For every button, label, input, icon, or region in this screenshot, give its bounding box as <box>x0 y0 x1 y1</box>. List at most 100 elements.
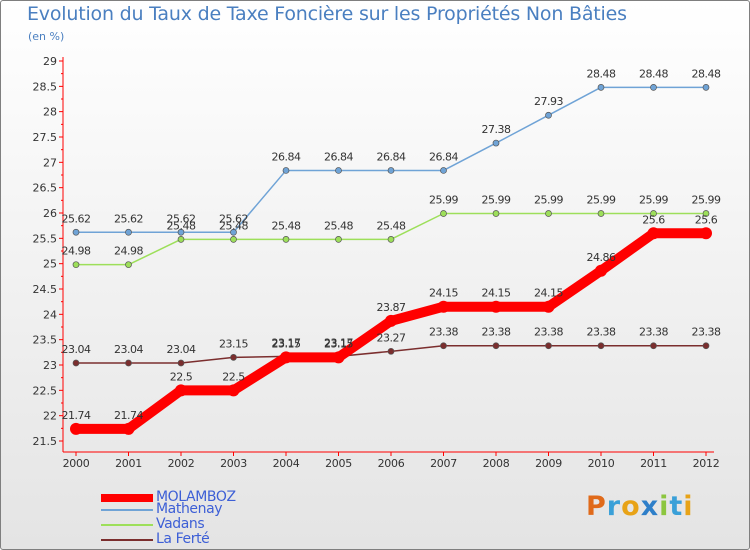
x-tick-label: 2008 <box>483 457 510 470</box>
data-label-vadans: 25.48 <box>272 219 301 232</box>
logo-letter: o <box>621 491 641 522</box>
data-point-mathenay <box>492 139 500 147</box>
data-label-mathenay: 26.84 <box>429 150 458 163</box>
series-layer <box>70 83 712 435</box>
y-tick-label: 24 <box>43 308 57 321</box>
data-label-mathenay: 27.93 <box>534 95 563 108</box>
data-label-la-fert: 23.38 <box>587 326 616 339</box>
data-point-molamboz <box>175 384 187 397</box>
data-label-la-fert: 23.17 <box>272 336 301 349</box>
data-label-mathenay: 26.84 <box>272 150 301 163</box>
data-point-vadans <box>125 261 132 269</box>
data-labels-layer: 25.62 25.62 25.62 25.62 26.84 26.84 26.84 26.84… <box>62 67 722 422</box>
data-label-molamboz: 24.86 <box>587 251 616 264</box>
y-tick-label: 21.5 <box>33 435 58 448</box>
data-point-molamboz <box>490 300 502 313</box>
data-label-molamboz: 24.15 <box>482 287 511 300</box>
data-point-mathenay <box>230 228 237 236</box>
data-point-mathenay <box>177 228 185 236</box>
data-point-la-fert <box>702 342 710 350</box>
data-label-vadans: 25.99 <box>429 194 458 207</box>
data-point-mathenay <box>597 83 605 91</box>
data-point-vadans <box>72 261 80 269</box>
data-label-vadans: 24.98 <box>62 245 91 258</box>
data-point-mathenay <box>650 83 657 91</box>
legend-label-vadans: Vadans <box>156 516 205 532</box>
data-point-vadans <box>650 210 657 217</box>
data-point-vadans <box>177 235 185 243</box>
data-label-molamboz: 22.5 <box>222 370 245 383</box>
data-point-vadans <box>387 235 395 243</box>
data-point-molamboz <box>385 314 397 327</box>
data-label-molamboz: 21.74 <box>62 409 91 422</box>
data-label-molamboz: 21.74 <box>114 409 143 422</box>
data-point-molamboz <box>647 227 660 240</box>
data-label-molamboz: 25.6 <box>695 213 718 226</box>
data-label-la-fert: 23.27 <box>377 331 406 344</box>
y-tick-label: 26 <box>43 207 57 220</box>
data-point-molamboz <box>122 422 135 435</box>
data-label-molamboz: 24.15 <box>534 287 563 300</box>
chart-subtitle: (en %) <box>28 30 65 43</box>
data-point-molamboz <box>332 351 345 364</box>
data-point-vadans <box>282 235 290 243</box>
data-point-mathenay <box>545 111 552 119</box>
legend-label-molamboz: MOLAMBOZ <box>156 489 236 505</box>
data-point-vadans <box>597 210 605 217</box>
data-point-molamboz <box>437 300 450 313</box>
data-point-la-fert <box>72 359 80 367</box>
data-point-mathenay <box>335 167 342 174</box>
y-tick-label: 25.5 <box>33 232 58 245</box>
x-tick-labels: 2000 2001 2002 2003 2004 2005 2006 2007 2008 2009… <box>63 457 720 470</box>
x-tick-label: 2007 <box>430 457 457 470</box>
data-label-vadans: 25.48 <box>167 219 196 232</box>
chart-title: Evolution du Taux de Taxe Foncière sur l… <box>27 3 627 25</box>
data-label-la-fert: 23.38 <box>429 326 458 339</box>
legend-swatch-la-ferte <box>101 538 153 541</box>
data-label-mathenay: 28.48 <box>639 67 668 80</box>
data-label-mathenay: 26.84 <box>377 150 406 163</box>
legend-item-la-ferte: La Ferté <box>101 532 210 547</box>
data-label-vadans: 25.48 <box>377 219 406 232</box>
data-label-la-fert: 23.38 <box>639 326 668 339</box>
y-tick-labels: 21.5 22 22.5 23 23.5 24 24.5 25 25.5 26 26.5 27 27.5… <box>33 55 58 448</box>
data-label-vadans: 25.99 <box>639 194 668 207</box>
data-point-vadans <box>230 235 237 243</box>
axes <box>59 57 714 456</box>
data-label-la-fert: 23.38 <box>534 326 563 339</box>
y-tick-label: 23.5 <box>33 334 58 347</box>
data-point-mathenay <box>282 167 290 174</box>
logo-letter: x <box>640 491 660 522</box>
logo-letter: P <box>586 491 607 522</box>
data-point-vadans <box>440 210 447 217</box>
data-label-molamboz: 22.5 <box>170 370 193 383</box>
y-tick-label: 27.5 <box>33 131 58 144</box>
x-tick-label: 2011 <box>640 457 667 470</box>
logo-letter: i <box>683 491 694 522</box>
legend-label-mathenay: Mathenay <box>156 501 223 517</box>
data-point-mathenay <box>72 228 80 236</box>
data-point-la-fert <box>597 342 605 350</box>
data-label-la-fert: 23.38 <box>692 326 721 339</box>
y-tick-label: 22.5 <box>33 384 58 397</box>
series-vadans <box>72 210 710 269</box>
legend-swatch-vadans <box>101 523 153 526</box>
data-point-la-fert <box>440 342 447 350</box>
logo-letter: t <box>669 491 684 522</box>
data-label-vadans: 25.48 <box>219 219 248 232</box>
data-point-vadans <box>545 210 552 217</box>
x-tick-label: 2000 <box>63 457 90 470</box>
data-label-mathenay: 27.38 <box>482 123 511 136</box>
proxiti-logo: Proxiti <box>586 491 694 522</box>
data-point-molamboz <box>70 422 82 435</box>
legend-item-molamboz: MOLAMBOZ <box>101 490 236 505</box>
x-tick-label: 2010 <box>588 457 615 470</box>
data-point-mathenay <box>125 228 132 236</box>
x-tick-label: 2009 <box>535 457 562 470</box>
y-tick-label: 23 <box>43 359 57 372</box>
data-label-vadans: 25.99 <box>587 194 616 207</box>
data-label-la-fert: 23.04 <box>167 343 196 356</box>
x-tick-label: 2005 <box>325 457 352 470</box>
